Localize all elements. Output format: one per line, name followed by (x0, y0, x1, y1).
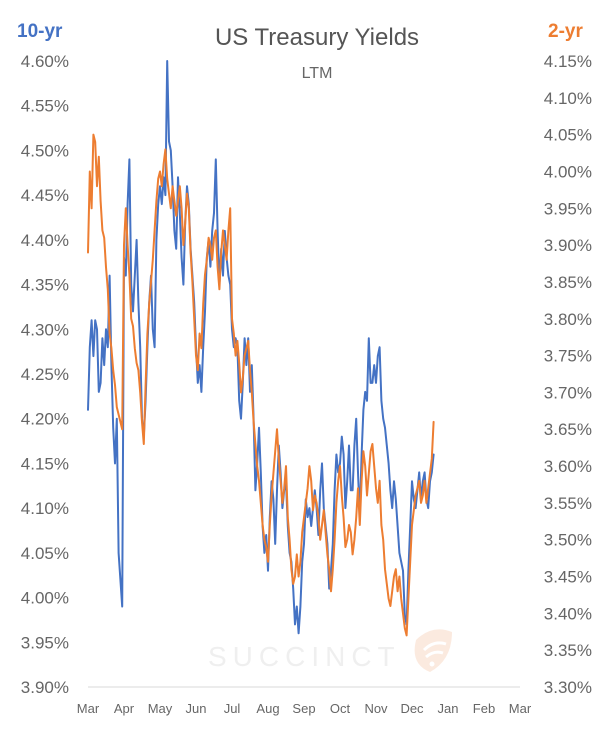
x-tick-label: Sep (292, 701, 315, 716)
left-tick-label: 4.45% (21, 186, 69, 205)
right-tick-label: 4.00% (544, 162, 592, 181)
x-tick-label: Jun (186, 701, 207, 716)
x-tick-label: Oct (330, 701, 351, 716)
left-tick-label: 4.00% (21, 589, 69, 608)
left-tick-label: 4.15% (21, 454, 69, 473)
chart-title: US Treasury Yields (215, 24, 419, 51)
right-tick-label: 4.15% (544, 52, 592, 71)
left-tick-label: 4.50% (21, 141, 69, 160)
x-tick-label: Dec (400, 701, 424, 716)
left-tick-label: 4.25% (21, 365, 69, 384)
left-tick-label: 4.30% (21, 320, 69, 339)
series-lines (87, 60, 435, 637)
right-tick-label: 3.70% (544, 383, 592, 402)
right-tick-label: 3.90% (544, 236, 592, 255)
left-tick-label: 3.90% (21, 678, 69, 697)
right-tick-label: 3.85% (544, 273, 592, 292)
series-line-2-yr (87, 133, 435, 637)
right-axis-ticks: 4.15% 4.10% 4.05% 4.00% 3.95% 3.90% 3.85% 3.80%… (544, 52, 592, 697)
left-tick-label: 4.20% (21, 410, 69, 429)
left-axis-label: 10-yr (17, 21, 63, 42)
left-tick-label: 4.40% (21, 231, 69, 250)
chart-subtitle: LTM (302, 65, 333, 82)
left-tick-label: 4.55% (21, 97, 69, 116)
x-tick-label: Jul (224, 701, 241, 716)
left-tick-label: 4.60% (21, 52, 69, 71)
right-tick-label: 3.40% (544, 604, 592, 623)
right-tick-label: 3.60% (544, 457, 592, 476)
left-tick-label: 3.95% (21, 633, 69, 652)
left-tick-label: 4.35% (21, 276, 69, 295)
left-tick-label: 4.10% (21, 499, 69, 518)
x-tick-label: Apr (114, 701, 135, 716)
x-tick-label: Mar (77, 701, 100, 716)
right-tick-label: 4.05% (544, 126, 592, 145)
right-tick-label: 3.30% (544, 678, 592, 697)
right-tick-label: 3.80% (544, 310, 592, 329)
watermark-logo-icon (414, 629, 452, 672)
right-axis-label: 2-yr (548, 21, 583, 42)
x-tick-label: Nov (364, 701, 388, 716)
watermark: SUCCINCT (208, 629, 452, 672)
x-tick-label: Feb (473, 701, 495, 716)
left-axis-ticks: 4.60% 4.55% 4.50% 4.45% 4.40% 4.35% 4.30% 4.25%… (21, 52, 69, 697)
right-tick-label: 3.45% (544, 568, 592, 587)
x-axis-ticks: Mar Apr May Jun Jul Aug Sep Oct Nov Dec Jan Feb Mar (77, 701, 532, 716)
right-tick-label: 3.75% (544, 347, 592, 366)
right-tick-label: 3.55% (544, 494, 592, 513)
watermark-text: SUCCINCT (208, 641, 401, 672)
x-tick-label: Aug (256, 701, 279, 716)
right-tick-label: 3.35% (544, 641, 592, 660)
right-tick-label: 3.50% (544, 531, 592, 550)
right-tick-label: 4.10% (544, 89, 592, 108)
left-tick-label: 4.05% (21, 544, 69, 563)
x-tick-label: Mar (509, 701, 532, 716)
x-tick-label: May (148, 701, 173, 716)
right-tick-label: 3.65% (544, 420, 592, 439)
x-tick-label: Jan (438, 701, 459, 716)
right-tick-label: 3.95% (544, 199, 592, 218)
